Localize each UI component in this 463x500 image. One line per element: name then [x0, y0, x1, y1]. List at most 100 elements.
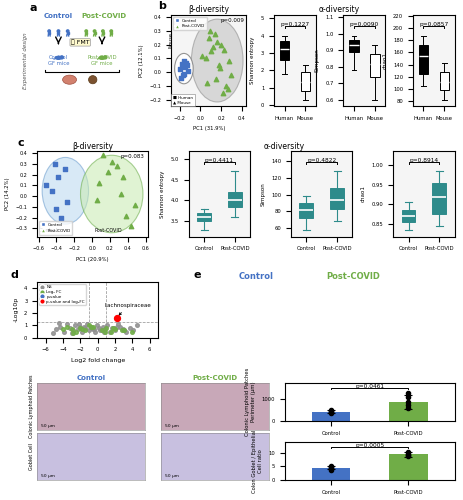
Point	[209, 44, 216, 52]
Point	[116, 322, 124, 330]
Circle shape	[104, 56, 106, 59]
Point	[101, 325, 109, 333]
Point	[213, 38, 220, 46]
Y-axis label: Simpson: Simpson	[260, 182, 265, 206]
Text: Control: Control	[44, 12, 73, 18]
Text: ■ Human
▲ Mouse: ■ Human ▲ Mouse	[172, 96, 192, 104]
Circle shape	[66, 30, 69, 32]
Point	[201, 54, 209, 62]
Point	[180, 70, 187, 78]
Point	[129, 326, 137, 334]
Point	[100, 328, 107, 336]
Text: 50 μm: 50 μm	[41, 474, 55, 478]
Point	[106, 328, 114, 336]
Bar	[102, 32, 104, 34]
Point	[227, 71, 235, 79]
Point	[205, 34, 212, 42]
Text: a: a	[30, 3, 37, 13]
Point	[59, 325, 67, 333]
Ellipse shape	[42, 158, 88, 224]
Ellipse shape	[81, 156, 143, 232]
Ellipse shape	[63, 75, 76, 85]
Text: e: e	[193, 270, 200, 280]
Text: Control
GF mice: Control GF mice	[48, 55, 69, 66]
Text: Post-COVID: Post-COVID	[81, 12, 126, 18]
PathPatch shape	[438, 72, 448, 90]
Point	[68, 325, 75, 333]
Bar	[67, 32, 69, 34]
Point	[182, 58, 189, 66]
Point	[219, 89, 226, 97]
Text: p=0.1227: p=0.1227	[280, 22, 309, 26]
Point	[113, 314, 120, 322]
Point	[80, 322, 88, 330]
Point	[63, 198, 71, 205]
Point	[78, 325, 86, 333]
Bar	[94, 32, 95, 34]
Point	[224, 85, 232, 93]
Point	[62, 166, 69, 173]
Y-axis label: PC2 (12.1%): PC2 (12.1%)	[139, 44, 144, 77]
Point	[96, 326, 104, 334]
Y-axis label: Shannon entropy: Shannon entropy	[250, 37, 255, 84]
Bar	[311, 412, 350, 421]
Point	[132, 322, 140, 330]
Text: p=0.0857: p=0.0857	[418, 22, 447, 26]
Y-axis label: Colonic Lymphoid Patches: Colonic Lymphoid Patches	[29, 375, 34, 438]
Point	[89, 325, 97, 333]
Point	[76, 322, 84, 330]
Point	[81, 326, 88, 334]
Point	[131, 201, 138, 209]
Point	[183, 62, 190, 70]
Point	[72, 328, 80, 336]
PathPatch shape	[330, 188, 343, 209]
Point	[68, 329, 75, 337]
Text: Controls: Controls	[39, 228, 60, 232]
Text: b: b	[157, 2, 165, 12]
Y-axis label: chao1: chao1	[360, 186, 365, 202]
Point	[404, 404, 411, 412]
Point	[110, 324, 118, 332]
Point	[69, 326, 76, 334]
Point	[95, 179, 103, 187]
Ellipse shape	[55, 56, 61, 59]
Point	[60, 328, 68, 336]
Point	[106, 328, 113, 336]
Point	[103, 322, 111, 330]
Point	[104, 168, 112, 176]
Point	[87, 322, 94, 330]
Point	[94, 324, 102, 332]
Title: β-diversity: β-diversity	[188, 5, 229, 14]
Text: Post-COVID: Post-COVID	[94, 228, 122, 232]
Point	[180, 57, 187, 65]
Title: α-diversity: α-diversity	[318, 5, 359, 14]
Point	[326, 464, 334, 471]
Point	[113, 320, 121, 328]
Point	[90, 325, 98, 333]
Point	[52, 325, 60, 333]
Point	[69, 329, 77, 337]
Point	[119, 173, 127, 181]
Point	[42, 182, 50, 190]
Point	[75, 320, 83, 328]
Point	[85, 322, 93, 330]
Point	[76, 324, 84, 332]
Point	[179, 71, 186, 79]
X-axis label: PC1 (31.9%): PC1 (31.9%)	[192, 126, 225, 132]
Point	[122, 328, 130, 336]
Point	[98, 326, 106, 334]
Y-axis label: Shannon entropy: Shannon entropy	[160, 170, 165, 218]
Point	[74, 325, 81, 333]
Point	[404, 401, 411, 409]
Point	[175, 66, 183, 74]
Point	[326, 466, 334, 473]
Legend: Control, Post-COVID: Control, Post-COVID	[173, 17, 206, 29]
Point	[217, 40, 224, 48]
Point	[181, 62, 188, 70]
Circle shape	[57, 30, 60, 32]
Text: 50 μm: 50 μm	[165, 474, 179, 478]
Point	[211, 30, 218, 38]
Point	[94, 196, 101, 204]
Point	[57, 214, 64, 222]
Point	[326, 462, 334, 470]
